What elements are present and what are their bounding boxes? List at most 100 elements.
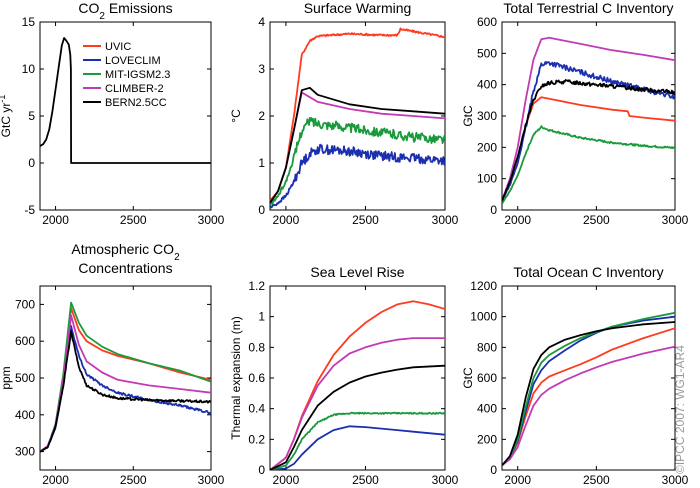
plot-frame [39, 285, 212, 471]
y-tick-label: 200 [477, 140, 497, 154]
y-tick-label: 0 [258, 463, 265, 477]
y-tick-label: 200 [477, 432, 497, 446]
x-tick-label: 2000 [42, 473, 69, 487]
y-axis-label: ppm [0, 366, 13, 389]
y-tick-label: 400 [477, 78, 497, 92]
copyright-credit: ©IPCC 2007: WG1-AR4 [673, 345, 687, 474]
x-tick-label: 2000 [42, 213, 69, 227]
y-tick-label: 0 [490, 203, 497, 217]
chart-title: Sea Level Rise [310, 264, 404, 280]
x-tick-label: 2500 [120, 213, 147, 227]
y-tick-label: 0.8 [248, 340, 265, 354]
series-line-mit-igsm2-3 [40, 301, 211, 453]
series-line-loveclim [270, 143, 445, 209]
x-tick-label: 3000 [662, 473, 689, 487]
chart-title: Total Ocean C Inventory [513, 264, 663, 280]
series-line-mit-igsm2-3 [270, 117, 445, 206]
y-tick-label: 0.4 [248, 402, 265, 416]
y-tick-label: 5 [28, 109, 35, 123]
legend-item: UVIC [105, 41, 131, 53]
y-tick-label: 1.2 [248, 279, 265, 293]
y-tick-label: 700 [15, 297, 35, 311]
series-line-loveclim [270, 425, 445, 470]
y-tick-label: 300 [477, 109, 497, 123]
series-line-bern2-5cc [270, 86, 445, 204]
y-axis-label: Thermal expansion (m) [229, 316, 243, 439]
y-tick-label: 300 [15, 445, 35, 459]
y-tick-label: 2 [258, 109, 265, 123]
series-line-uvic [40, 307, 211, 453]
chart-title: Total Terrestrial C Inventory [503, 0, 673, 16]
y-tick-label: 500 [477, 46, 497, 60]
y-tick-label: 600 [15, 334, 35, 348]
y-tick-label: 400 [477, 402, 497, 416]
x-tick-label: 2500 [583, 473, 610, 487]
y-axis-label: °C [229, 109, 243, 123]
series-line-climber-2 [270, 337, 445, 470]
legend-item: MIT-IGSM2.3 [105, 69, 170, 81]
y-tick-label: 0 [490, 463, 497, 477]
y-tick-label: 15 [22, 15, 36, 29]
x-tick-label: 3000 [198, 473, 225, 487]
series-line-uvic [270, 27, 445, 202]
series-line-bern2-5cc [502, 321, 675, 466]
y-tick-label: 1000 [470, 310, 497, 324]
y-tick-label: 4 [258, 15, 265, 29]
series-line-mit-igsm2-3 [502, 311, 675, 467]
series-line-bern2-5cc [270, 364, 445, 470]
series-line-climber-2 [502, 345, 675, 467]
y-axis-label: GtC [461, 367, 475, 389]
x-tick-label: 3000 [432, 213, 459, 227]
panel-sealevel: Sea Level Rise Thermal expansion (m) 2000 2… [229, 264, 459, 487]
series-line-climber-2 [40, 314, 211, 453]
x-tick-label: 2500 [583, 213, 610, 227]
x-tick-label: 2000 [273, 473, 300, 487]
y-tick-label: 500 [15, 371, 35, 385]
y-tick-label: 1 [258, 310, 265, 324]
legend: UVIC LOVECLIM MIT-IGSM2.3 CLIMBER-2 BERN2.5C… [83, 41, 170, 109]
chart-title: Surface Warming [304, 0, 412, 16]
series-line-bern2-5cc [40, 37, 211, 164]
plot-frame [501, 285, 676, 471]
x-tick-label: 2000 [504, 473, 531, 487]
series-line-bern2-5cc [40, 330, 211, 453]
series-line-bern2-5cc [502, 79, 675, 202]
x-tick-label: 3000 [432, 473, 459, 487]
chart-title: CO2 Emissions [78, 0, 172, 22]
series-line-mit-igsm2-3 [502, 125, 675, 205]
series-line-mit-igsm2-3 [270, 411, 445, 470]
panel-warming: Surface Warming °C 2000 2500 3000 0 1 2 3 4 [229, 0, 459, 227]
y-tick-label: 0.6 [248, 371, 265, 385]
y-tick-label: 100 [477, 172, 497, 186]
y-tick-label: 3 [258, 62, 265, 76]
y-tick-label: 400 [15, 408, 35, 422]
y-tick-label: 600 [477, 15, 497, 29]
x-tick-label: 2500 [352, 473, 379, 487]
y-tick-label: -5 [24, 203, 35, 217]
y-tick-label: 10 [22, 62, 36, 76]
y-tick-label: 800 [477, 340, 497, 354]
y-tick-label: 0 [258, 203, 265, 217]
y-tick-label: 1200 [470, 279, 497, 293]
y-axis-label: GtC [461, 105, 475, 127]
chart-title: Concentrations [78, 260, 172, 276]
panel-emissions: CO2 Emissions GtC yr-1 2000 2500 3000 -5 0 5 10 1… [0, 0, 225, 227]
x-tick-label: 3000 [198, 213, 225, 227]
x-tick-label: 2500 [120, 473, 147, 487]
legend-item: CLIMBER-2 [105, 83, 164, 95]
legend-item: BERN2.5CC [105, 97, 167, 109]
x-tick-label: 2000 [273, 213, 300, 227]
x-tick-label: 3000 [662, 213, 689, 227]
x-tick-label: 2500 [352, 213, 379, 227]
x-tick-label: 2000 [504, 213, 531, 227]
y-axis-label: GtC yr-1 [0, 95, 13, 138]
y-tick-label: 0.2 [248, 432, 265, 446]
y-tick-label: 0 [28, 156, 35, 170]
y-tick-label: 600 [477, 371, 497, 385]
series-line-climber-2 [502, 36, 675, 201]
series-line-uvic [270, 300, 445, 470]
y-tick-label: 1 [258, 156, 265, 170]
